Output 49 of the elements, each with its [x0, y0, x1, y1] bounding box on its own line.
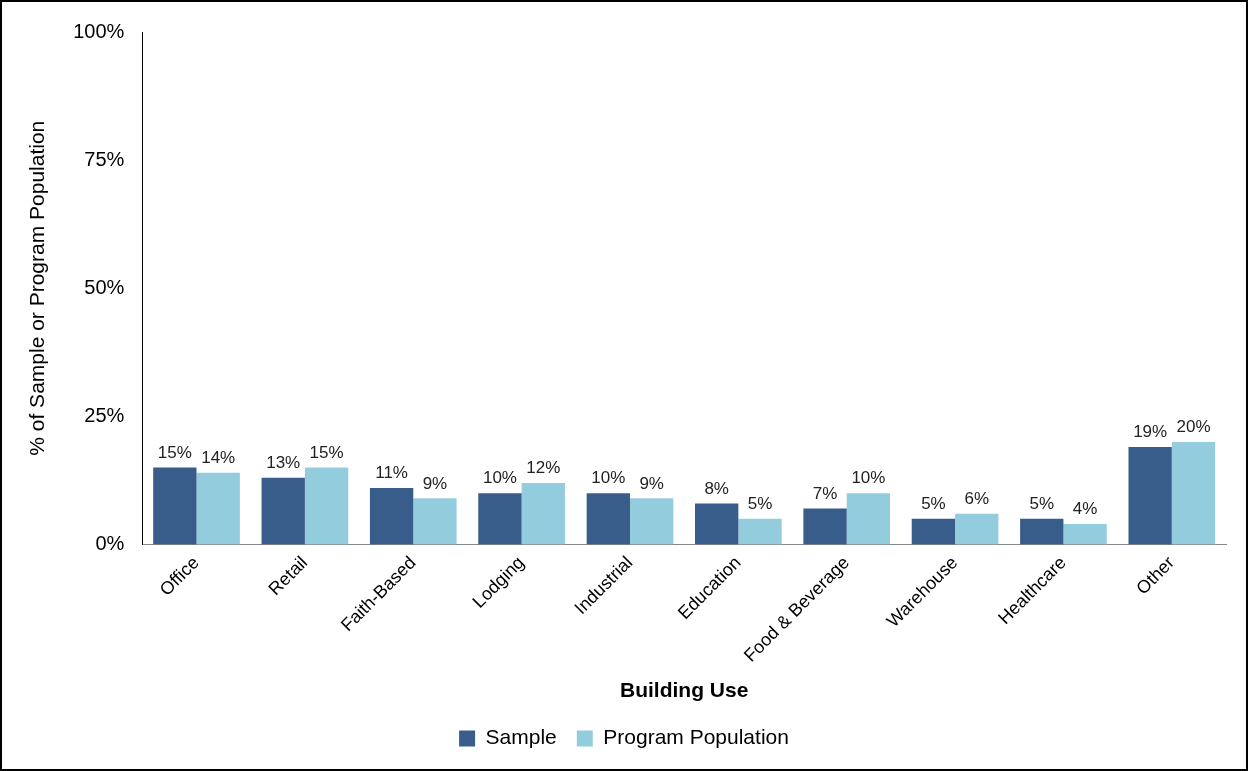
- bar: [521, 482, 565, 545]
- data-label: 10%: [482, 468, 517, 488]
- bar: [738, 518, 782, 545]
- y-tick-label: 0%: [95, 531, 125, 554]
- data-label: 12%: [526, 458, 561, 478]
- data-label: 11%: [375, 463, 408, 483]
- data-label: 4%: [1072, 499, 1098, 519]
- bar: [846, 493, 891, 545]
- data-label: 8%: [704, 478, 729, 498]
- data-label: 10%: [591, 468, 626, 488]
- data-label: 5%: [747, 494, 773, 514]
- bar: [369, 488, 414, 545]
- y-axis-title: % of Sample or Program Population: [25, 120, 49, 456]
- bar: [304, 467, 349, 545]
- data-label: 5%: [921, 494, 946, 514]
- bar: [955, 513, 999, 545]
- bar: [695, 503, 739, 545]
- bar: [629, 498, 674, 545]
- data-label: 14%: [201, 447, 236, 467]
- data-label: 5%: [1029, 494, 1055, 514]
- bar: [261, 477, 305, 545]
- bar: [196, 472, 240, 545]
- data-label: 10%: [851, 468, 886, 488]
- bar: [1128, 447, 1172, 545]
- data-label: 9%: [422, 473, 448, 493]
- data-label: 19%: [1133, 422, 1168, 442]
- bar: [1020, 518, 1064, 545]
- legend-label: Program Population: [603, 725, 789, 749]
- data-label: 13%: [266, 453, 301, 473]
- bar: [586, 493, 630, 545]
- data-label: 9%: [639, 473, 664, 493]
- bar: [153, 467, 197, 545]
- bar: [478, 493, 522, 545]
- bar: [413, 498, 457, 545]
- data-label: 7%: [812, 483, 838, 503]
- bar: [1063, 523, 1107, 545]
- data-label: 15%: [157, 442, 192, 462]
- y-tick-label: 100%: [73, 19, 125, 42]
- y-tick-label: 75%: [84, 147, 125, 170]
- y-tick-label: 25%: [84, 403, 125, 426]
- bar: [1171, 441, 1216, 545]
- data-label: 6%: [964, 488, 990, 508]
- bar: [803, 508, 847, 545]
- x-axis-title: Building Use: [620, 678, 749, 702]
- legend-label: Sample: [485, 725, 557, 749]
- bar: [911, 518, 956, 545]
- data-label: 15%: [309, 442, 344, 462]
- data-label: 20%: [1176, 417, 1211, 437]
- y-tick-label: 50%: [84, 275, 125, 298]
